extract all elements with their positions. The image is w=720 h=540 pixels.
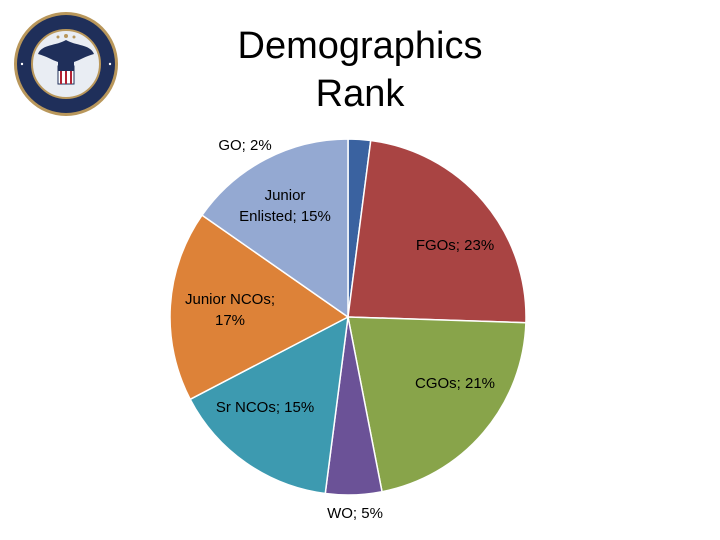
slice-label: GO; 2% xyxy=(218,137,271,154)
slice-label: Sr NCOs; 15% xyxy=(216,399,314,416)
pie-slice xyxy=(169,214,350,401)
slice-label: Junior NCOs; 17% xyxy=(185,291,275,329)
slice-label: WO; 5% xyxy=(327,505,383,522)
pie-slice xyxy=(200,138,349,319)
slice-label-line: Sr NCOs; 15% xyxy=(216,399,314,416)
slice-label-line: Junior NCOs; xyxy=(185,291,275,308)
slice-label-line: FGOs; 23% xyxy=(416,237,494,254)
chart-title: Demographics Rank xyxy=(200,22,520,118)
slice-label-line: Enlisted; 15% xyxy=(239,208,331,225)
slice-label-line: GO; 2% xyxy=(218,137,271,154)
slice-label: CGOs; 21% xyxy=(415,375,495,392)
pie-slice xyxy=(347,316,527,493)
pie-slice xyxy=(347,139,527,324)
slice-label-line: CGOs; 21% xyxy=(415,375,495,392)
chart-title-line-2: Rank xyxy=(315,73,405,115)
slice-label-line: WO; 5% xyxy=(327,505,383,522)
slice-label: Junior Enlisted; 15% xyxy=(239,187,331,225)
chart-title-line-1: Demographics xyxy=(237,25,483,67)
national-guard-association-seal-icon xyxy=(14,12,118,116)
slice-label-line: 17% xyxy=(215,312,245,329)
pie-slice xyxy=(189,315,349,495)
slice-label-line: Junior xyxy=(265,187,306,204)
slice-label: FGOs; 23% xyxy=(416,237,494,254)
